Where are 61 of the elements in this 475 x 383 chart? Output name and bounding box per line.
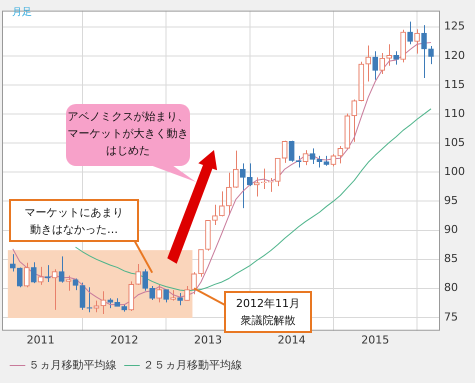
y-tick-label: 95	[444, 194, 458, 208]
legend-label: ２５ヵ月移動平均線	[143, 358, 242, 372]
candlestick	[288, 140, 294, 162]
candlestick	[156, 284, 162, 303]
y-tick-label: 90	[444, 223, 458, 236]
candlestick	[94, 300, 100, 313]
candlestick	[338, 146, 344, 164]
candlestick	[66, 275, 72, 292]
x-tick-label: 2012	[110, 333, 138, 346]
candlestick	[24, 262, 30, 288]
candlestick	[108, 298, 114, 309]
candlestick	[163, 289, 169, 303]
candlestick	[365, 44, 372, 82]
candlestick	[72, 278, 78, 291]
candlestick	[16, 266, 23, 288]
candlestick	[302, 150, 308, 166]
candlestick	[226, 172, 232, 216]
candlestick	[52, 268, 58, 310]
candlestick	[100, 290, 106, 314]
x-tick-label: 2015	[361, 333, 390, 346]
x-tick-label: 2013	[194, 333, 222, 346]
annotation: 月足	[12, 6, 32, 20]
candlestick	[310, 148, 316, 165]
candlestick	[282, 140, 288, 164]
y-tick-label: 75	[444, 310, 458, 324]
candlestick	[407, 21, 413, 45]
candlestick	[177, 292, 183, 306]
candlestick	[428, 46, 434, 65]
y-tick-label: 125	[444, 20, 466, 33]
candlestick	[414, 28, 420, 54]
annotation: 2012年11月衆議院解散	[235, 296, 301, 329]
y-tick-label: 115	[444, 78, 466, 91]
candlestick	[316, 155, 322, 168]
candlestick	[212, 204, 218, 226]
legend-label: ５ヵ月移動平均線	[28, 358, 116, 372]
annotation: マーケットにあまり動きはなかった…	[23, 205, 124, 238]
candlestick	[219, 190, 225, 217]
annotation: アベノミクスが始まり、マーケットが大きく動きはじめた	[66, 109, 190, 159]
candlestick	[80, 282, 86, 310]
candlestick	[324, 155, 330, 166]
y-tick-label: 85	[444, 252, 458, 266]
candlestick	[421, 24, 427, 79]
candlestick	[38, 266, 44, 286]
y-tick-label: 100	[444, 165, 466, 178]
x-tick-label: 2011	[26, 333, 55, 346]
candlestick	[30, 262, 37, 284]
candlestick	[170, 290, 176, 302]
y-tick-label: 110	[444, 106, 466, 120]
candlestick	[10, 254, 16, 272]
candlestick	[372, 50, 378, 80]
candlestick	[58, 256, 64, 284]
candlestick	[274, 158, 280, 187]
y-tick-label: 120	[444, 48, 466, 62]
candlestick	[198, 248, 204, 278]
y-tick-label: 105	[444, 136, 466, 149]
x-tick-label: 2014	[278, 333, 306, 346]
y-tick-label: 80	[444, 281, 458, 294]
candlestick	[233, 150, 239, 188]
candlestick	[330, 154, 336, 167]
candlestick	[191, 272, 197, 295]
candlestick	[184, 286, 190, 302]
